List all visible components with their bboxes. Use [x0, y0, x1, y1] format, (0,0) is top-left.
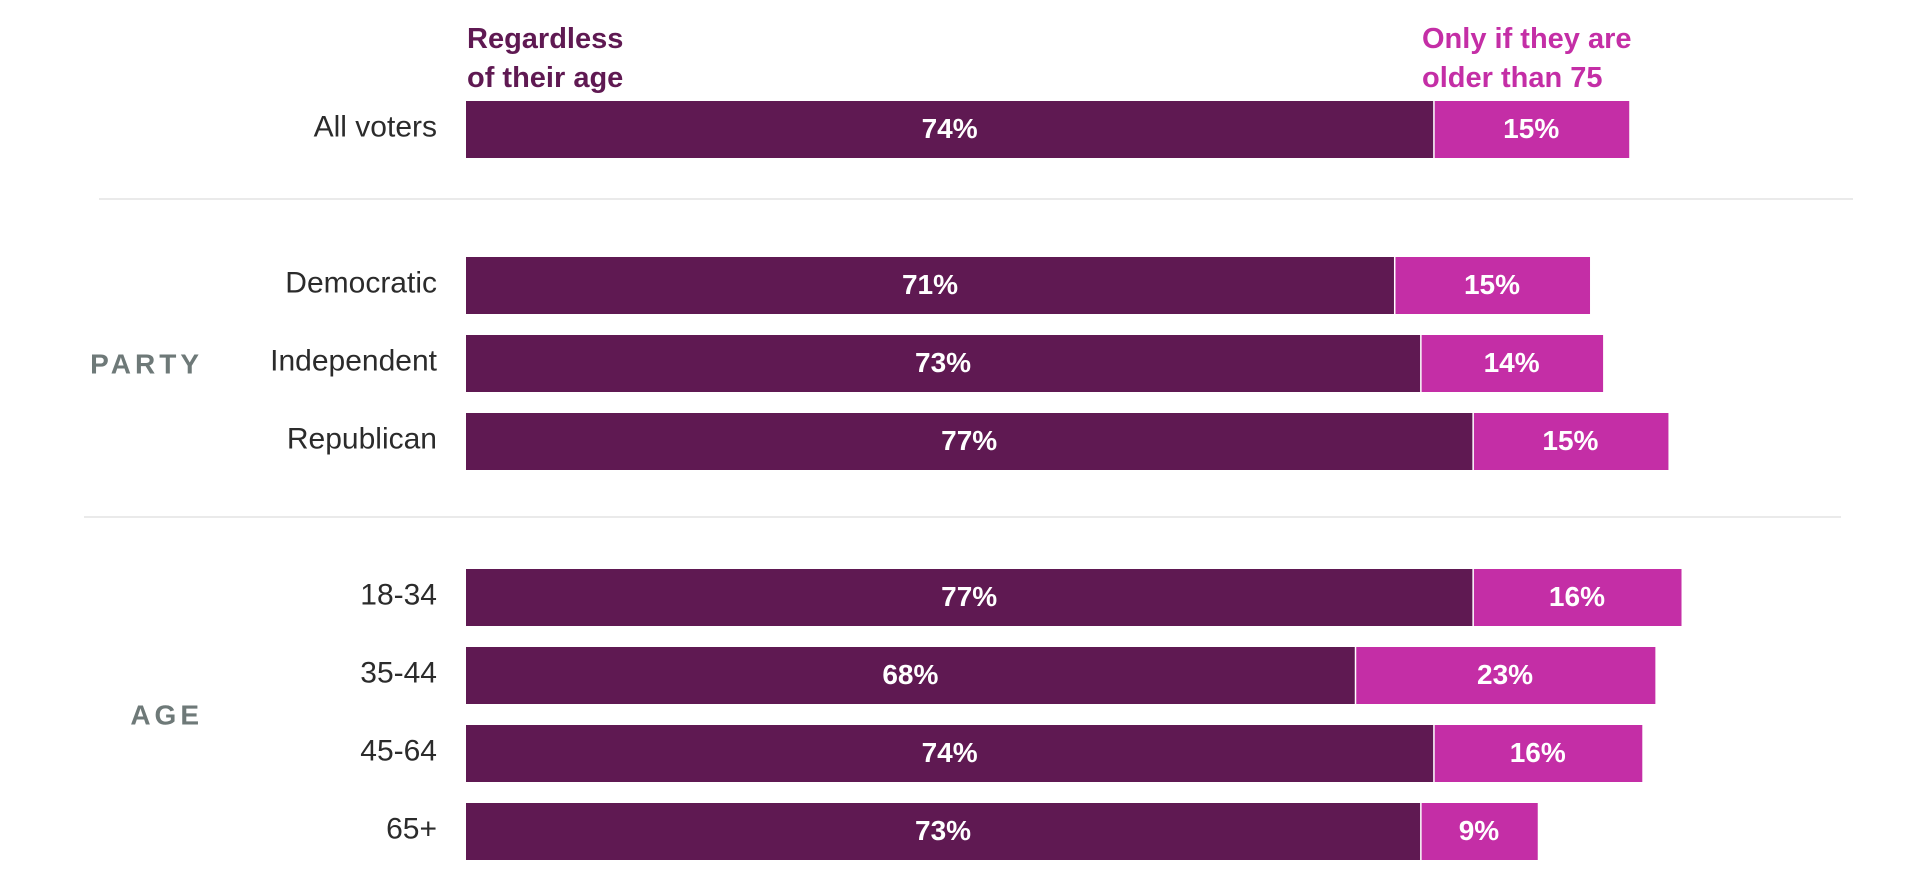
- value-label-older-all-voters: 15%: [1503, 113, 1559, 144]
- group-label-age: AGE: [130, 700, 203, 731]
- value-label-regardless-65: 73%: [915, 815, 971, 846]
- bar-regardless-35-44: [466, 647, 1355, 704]
- category-label-independent: Independent: [270, 344, 437, 377]
- chart-rows: All voters 74% 15% PARTY Democratic 71% 15% Ind…: [84, 101, 1853, 860]
- legend-regardless: Regardless of their age: [467, 23, 631, 94]
- bar-older-republican: [1473, 413, 1669, 470]
- legend-older-line-1: Only if they are: [1422, 23, 1632, 55]
- category-label-45-64: 45-64: [360, 734, 437, 767]
- value-label-regardless-republican: 77%: [941, 425, 997, 456]
- bar-regardless-18-34: [466, 569, 1473, 626]
- value-label-regardless-35-44: 68%: [882, 659, 938, 690]
- value-label-regardless-democratic: 71%: [902, 269, 958, 300]
- value-label-regardless-all-voters: 74%: [922, 113, 978, 144]
- category-label-35-44: 35-44: [360, 656, 437, 689]
- value-label-older-35-44: 23%: [1477, 659, 1533, 690]
- bar-older-all-voters: [1434, 101, 1630, 158]
- bar-regardless-republican: [466, 413, 1473, 470]
- group-label-party: PARTY: [90, 349, 203, 380]
- bar-regardless-all-voters: [466, 101, 1434, 158]
- bar-older-45-64: [1434, 725, 1643, 782]
- bar-older-65: [1421, 803, 1538, 860]
- category-label-65: 65+: [386, 812, 437, 845]
- legend-older-than-75: Only if they are older than 75: [1422, 23, 1640, 94]
- category-label-republican: Republican: [287, 422, 437, 455]
- value-label-older-45-64: 16%: [1510, 737, 1566, 768]
- bar-regardless-democratic: [466, 257, 1394, 314]
- value-label-regardless-18-34: 77%: [941, 581, 997, 612]
- value-label-older-65: 9%: [1459, 815, 1500, 846]
- bar-older-35-44: [1356, 647, 1656, 704]
- category-label-18-34: 18-34: [360, 578, 437, 611]
- legend-older-line-2: older than 75: [1422, 62, 1603, 94]
- value-label-older-18-34: 16%: [1549, 581, 1605, 612]
- value-label-older-independent: 14%: [1484, 347, 1540, 378]
- legend-regardless-line-1: Regardless: [467, 23, 623, 55]
- bar-older-democratic: [1395, 257, 1591, 314]
- value-label-older-democratic: 15%: [1464, 269, 1520, 300]
- bar-regardless-65: [466, 803, 1421, 860]
- category-label-democratic: Democratic: [285, 266, 437, 299]
- category-label-all-voters: All voters: [314, 110, 437, 143]
- value-label-regardless-independent: 73%: [915, 347, 971, 378]
- bar-older-18-34: [1473, 569, 1682, 626]
- legend-regardless-line-2: of their age: [467, 62, 623, 94]
- bar-regardless-independent: [466, 335, 1421, 392]
- bar-regardless-45-64: [466, 725, 1434, 782]
- value-label-older-republican: 15%: [1542, 425, 1598, 456]
- bar-older-independent: [1421, 335, 1604, 392]
- value-label-regardless-45-64: 74%: [922, 737, 978, 768]
